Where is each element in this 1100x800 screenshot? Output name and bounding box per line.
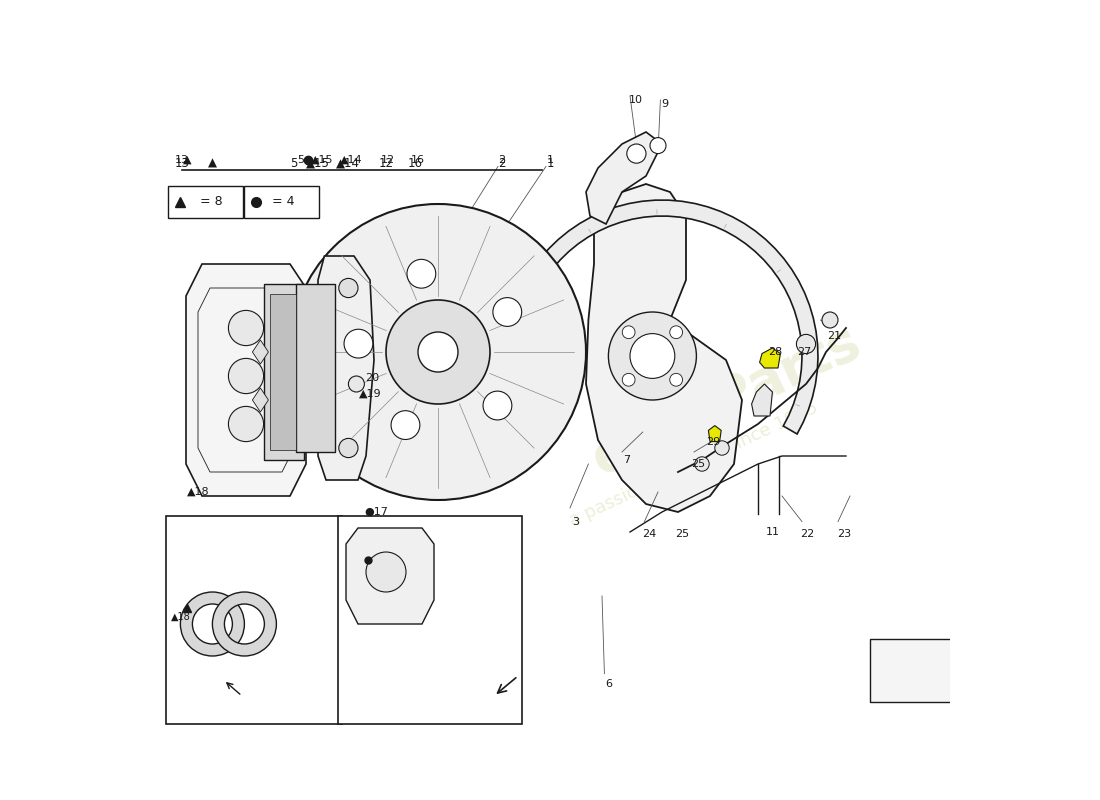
Polygon shape bbox=[346, 528, 434, 624]
Polygon shape bbox=[186, 264, 306, 496]
Circle shape bbox=[650, 138, 666, 154]
FancyBboxPatch shape bbox=[296, 284, 334, 452]
Circle shape bbox=[418, 332, 458, 372]
Text: 16: 16 bbox=[411, 155, 425, 165]
Circle shape bbox=[483, 391, 512, 420]
Circle shape bbox=[386, 300, 490, 404]
Polygon shape bbox=[252, 388, 268, 412]
Circle shape bbox=[344, 330, 373, 358]
FancyBboxPatch shape bbox=[338, 516, 522, 724]
Text: ▲15: ▲15 bbox=[306, 157, 330, 170]
Circle shape bbox=[339, 278, 358, 298]
Polygon shape bbox=[506, 200, 818, 434]
Text: 20: 20 bbox=[365, 373, 380, 382]
Text: 7: 7 bbox=[624, 455, 630, 465]
Text: ▲18: ▲18 bbox=[170, 612, 190, 622]
Circle shape bbox=[695, 457, 710, 471]
Polygon shape bbox=[894, 660, 950, 692]
Text: ▲14: ▲14 bbox=[340, 155, 363, 165]
Text: 3: 3 bbox=[572, 517, 579, 526]
Text: 10: 10 bbox=[628, 95, 642, 105]
Circle shape bbox=[670, 326, 683, 338]
Polygon shape bbox=[760, 348, 780, 368]
Text: 13: 13 bbox=[175, 157, 189, 170]
Text: 23: 23 bbox=[837, 530, 851, 539]
Text: 1: 1 bbox=[547, 155, 553, 165]
Text: 11: 11 bbox=[766, 527, 780, 537]
Circle shape bbox=[608, 312, 696, 400]
Text: 16: 16 bbox=[408, 157, 424, 170]
Circle shape bbox=[623, 374, 635, 386]
Text: ▲14: ▲14 bbox=[337, 157, 361, 170]
Text: ▲15: ▲15 bbox=[310, 155, 333, 165]
Text: 5: 5 bbox=[297, 155, 304, 165]
Text: euroParts: euroParts bbox=[583, 315, 869, 485]
Polygon shape bbox=[586, 132, 662, 224]
Text: 5: 5 bbox=[290, 157, 298, 170]
Text: ▲19: ▲19 bbox=[359, 389, 382, 398]
FancyBboxPatch shape bbox=[243, 186, 319, 218]
Polygon shape bbox=[751, 384, 772, 416]
Text: 25: 25 bbox=[691, 459, 705, 469]
FancyBboxPatch shape bbox=[167, 186, 243, 218]
Circle shape bbox=[715, 441, 729, 455]
Circle shape bbox=[493, 298, 521, 326]
Text: = 8: = 8 bbox=[199, 195, 222, 208]
Text: a passion for parts since 1985: a passion for parts since 1985 bbox=[566, 398, 822, 530]
Text: 29: 29 bbox=[706, 437, 721, 446]
FancyBboxPatch shape bbox=[264, 284, 305, 460]
Circle shape bbox=[630, 334, 674, 378]
Text: = 4: = 4 bbox=[272, 195, 294, 208]
FancyBboxPatch shape bbox=[270, 294, 296, 450]
Text: 1: 1 bbox=[547, 157, 553, 170]
Circle shape bbox=[392, 410, 420, 439]
Text: 27: 27 bbox=[798, 347, 812, 357]
Text: 22: 22 bbox=[801, 530, 815, 539]
Circle shape bbox=[627, 144, 646, 163]
Text: 28: 28 bbox=[769, 347, 783, 357]
Text: ●17: ●17 bbox=[364, 507, 388, 517]
Text: ▲: ▲ bbox=[184, 155, 191, 165]
Text: 2: 2 bbox=[498, 157, 506, 170]
Circle shape bbox=[339, 438, 358, 458]
Circle shape bbox=[822, 312, 838, 328]
Polygon shape bbox=[318, 256, 374, 480]
Circle shape bbox=[670, 374, 683, 386]
Text: ▲18: ▲18 bbox=[187, 487, 209, 497]
Circle shape bbox=[366, 552, 406, 592]
FancyBboxPatch shape bbox=[870, 639, 970, 702]
Text: 12: 12 bbox=[381, 155, 395, 165]
Text: 13: 13 bbox=[175, 155, 189, 165]
Circle shape bbox=[229, 310, 264, 346]
Text: 25: 25 bbox=[675, 530, 689, 539]
FancyBboxPatch shape bbox=[166, 516, 342, 724]
Text: 24: 24 bbox=[642, 530, 657, 539]
Text: 21: 21 bbox=[827, 331, 842, 341]
Circle shape bbox=[349, 376, 364, 392]
Text: 12: 12 bbox=[378, 157, 394, 170]
Text: 2: 2 bbox=[498, 155, 506, 165]
Circle shape bbox=[623, 326, 635, 338]
Circle shape bbox=[407, 259, 436, 288]
Circle shape bbox=[229, 358, 264, 394]
Polygon shape bbox=[708, 426, 722, 442]
Polygon shape bbox=[252, 340, 268, 364]
Text: 9: 9 bbox=[661, 99, 669, 109]
Polygon shape bbox=[586, 184, 743, 512]
Circle shape bbox=[796, 334, 815, 354]
Circle shape bbox=[290, 204, 586, 500]
Text: 6: 6 bbox=[605, 679, 612, 689]
Circle shape bbox=[229, 406, 264, 442]
Text: ▲: ▲ bbox=[208, 157, 217, 170]
